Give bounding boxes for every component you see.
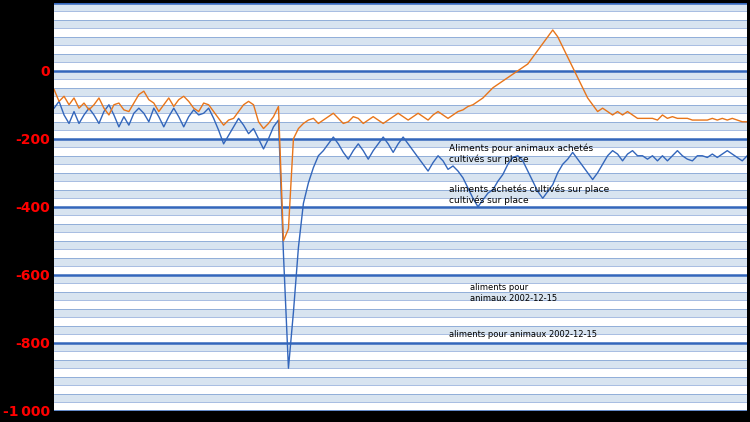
Bar: [54, 113, 747, 122]
Bar: [54, 275, 747, 283]
Bar: [54, 130, 747, 139]
Bar: [54, 377, 747, 385]
Bar: [54, 300, 747, 309]
Bar: [54, 20, 747, 28]
Bar: [54, 198, 747, 207]
Bar: [54, 181, 747, 190]
Bar: [54, 156, 747, 164]
Bar: [54, 11, 747, 20]
Bar: [54, 164, 747, 173]
Bar: [54, 62, 747, 71]
Text: aliments pour
animaux 2002-12-15: aliments pour animaux 2002-12-15: [470, 283, 557, 303]
Bar: [54, 147, 747, 156]
Bar: [54, 385, 747, 394]
Bar: [54, 173, 747, 181]
Bar: [54, 88, 747, 96]
Bar: [54, 343, 747, 351]
Bar: [54, 190, 747, 198]
Bar: [54, 402, 747, 411]
Bar: [54, 292, 747, 300]
Bar: [54, 207, 747, 215]
Text: aliments pour animaux 2002-12-15: aliments pour animaux 2002-12-15: [449, 330, 597, 339]
Bar: [54, 317, 747, 326]
Bar: [54, 351, 747, 360]
Bar: [54, 258, 747, 266]
Bar: [54, 309, 747, 317]
Bar: [54, 79, 747, 88]
Bar: [54, 54, 747, 62]
Text: aliments achetés cultivés sur place
cultivés sur place: aliments achetés cultivés sur place cult…: [449, 184, 610, 205]
Bar: [54, 96, 747, 105]
Bar: [54, 360, 747, 368]
Bar: [54, 71, 747, 79]
Text: Aliments pour animaux achetés
cultivés sur place: Aliments pour animaux achetés cultivés s…: [449, 143, 593, 164]
Bar: [54, 28, 747, 37]
Bar: [54, 326, 747, 334]
Bar: [54, 122, 747, 130]
Bar: [54, 139, 747, 147]
Bar: [54, 283, 747, 292]
Bar: [54, 45, 747, 54]
Bar: [54, 37, 747, 45]
Bar: [54, 3, 747, 11]
Bar: [54, 266, 747, 275]
Bar: [54, 394, 747, 402]
Bar: [54, 241, 747, 249]
Bar: [54, 105, 747, 113]
Bar: [54, 368, 747, 377]
Bar: [54, 249, 747, 258]
Bar: [54, 215, 747, 224]
Bar: [54, 232, 747, 241]
Bar: [54, 334, 747, 343]
Bar: [54, 224, 747, 232]
